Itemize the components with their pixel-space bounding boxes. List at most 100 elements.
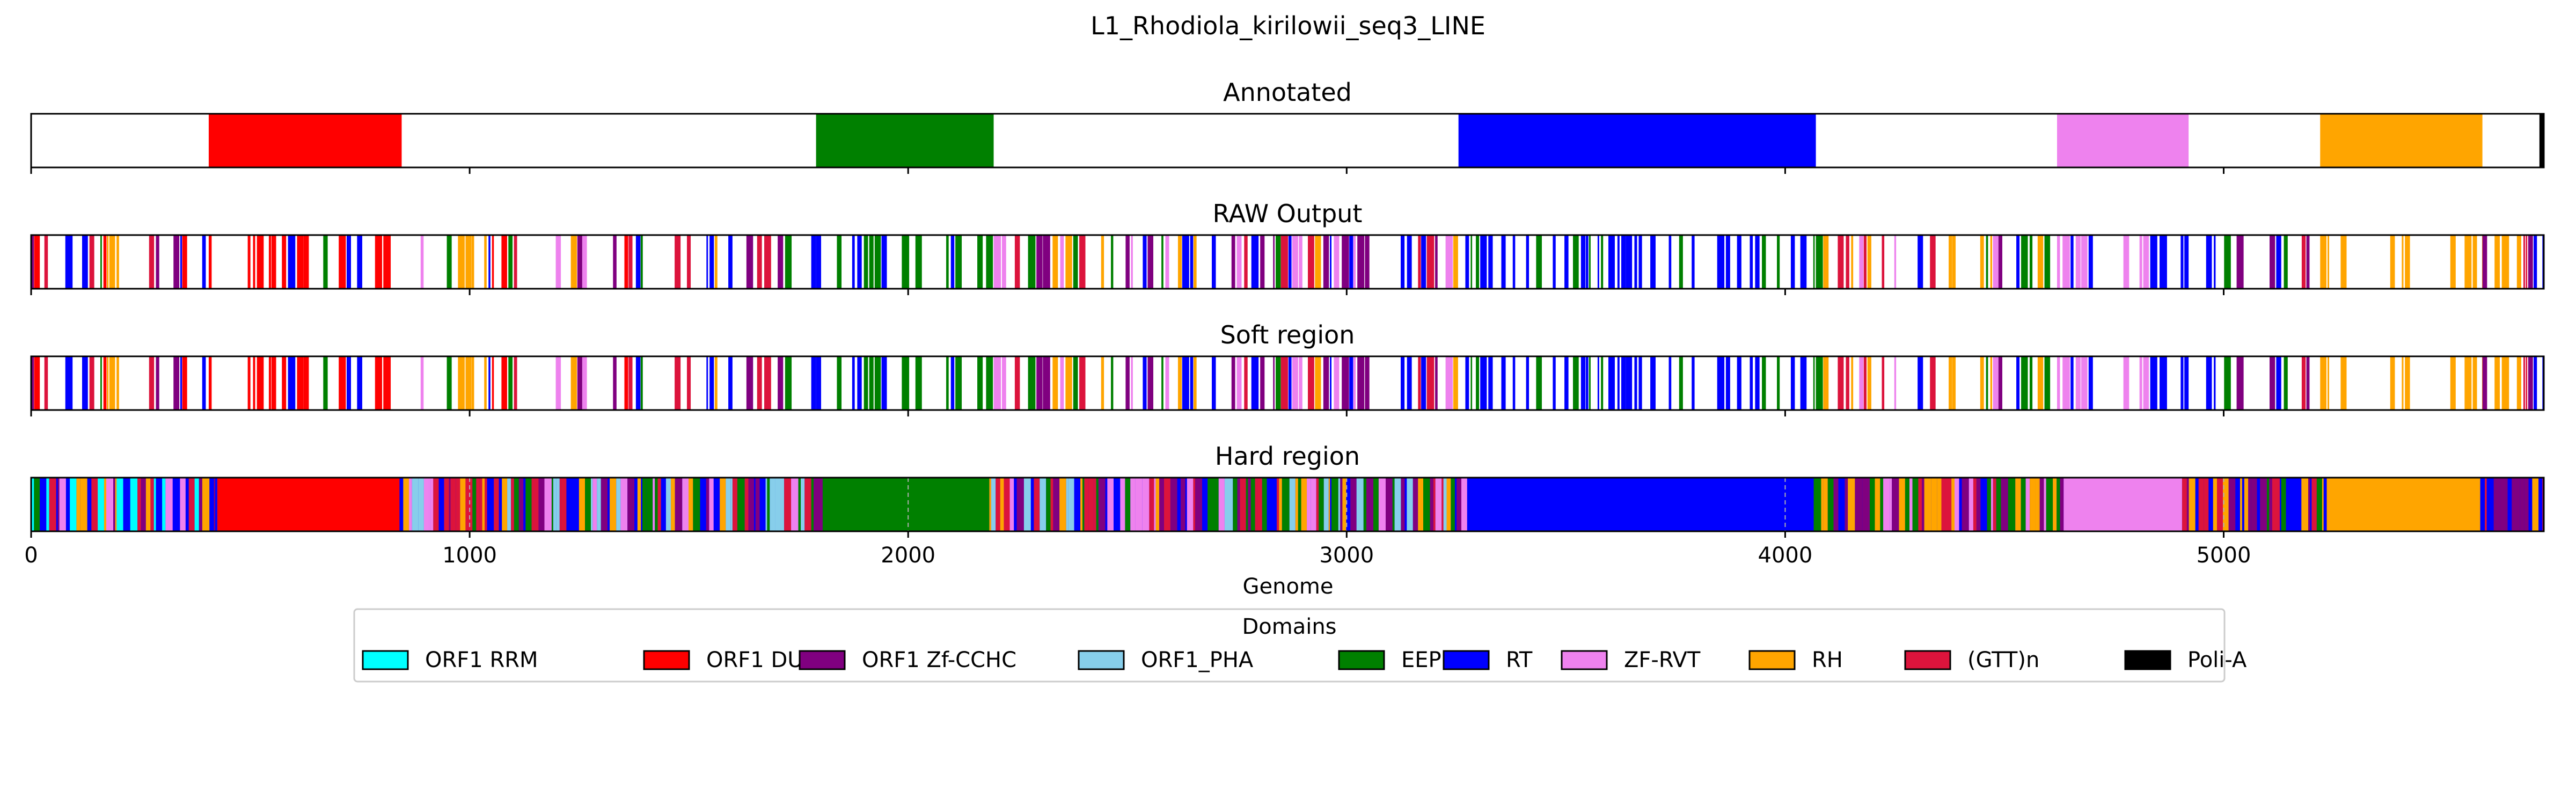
prediction-stripe: [501, 235, 507, 289]
prediction-stripe: [2316, 478, 2322, 531]
prediction-stripe: [450, 478, 456, 531]
prediction-stripe: [145, 478, 151, 531]
prediction-stripe: [487, 478, 494, 531]
prediction-stripe: [1179, 478, 1181, 531]
prediction-stripe: [1334, 235, 1340, 289]
prediction-stripe: [1601, 235, 1604, 289]
prediction-stripe: [748, 478, 755, 531]
prediction-stripe: [2075, 235, 2081, 289]
prediction-stripe: [1349, 356, 1353, 410]
prediction-stripe: [1028, 235, 1036, 289]
prediction-stripe: [268, 356, 271, 410]
prediction-stripe: [714, 356, 718, 410]
prediction-stripe: [458, 235, 465, 289]
prediction-stripe: [1816, 356, 1823, 410]
prediction-stripe: [412, 478, 419, 531]
prediction-stripe: [2482, 235, 2487, 289]
prediction-stripe: [1823, 235, 1829, 289]
prediction-stripe: [1330, 356, 1332, 410]
prediction-stripe: [1859, 235, 1864, 289]
prediction-stripe: [1233, 478, 1238, 531]
prediction-stripe: [339, 235, 346, 289]
prediction-stripe: [816, 235, 822, 289]
legend-swatch: [2124, 650, 2171, 670]
prediction-stripe: [172, 478, 180, 531]
prediction-stripe: [2057, 356, 2060, 410]
prediction-stripe: [214, 478, 216, 531]
prediction-stripe: [1276, 356, 1281, 410]
prediction-stripe: [2390, 356, 2395, 410]
prediction-stripe: [1679, 356, 1683, 410]
x-tick-label: 2000: [881, 543, 935, 568]
domain-segment: [2063, 478, 2182, 531]
prediction-stripe: [1668, 356, 1672, 410]
prediction-stripe: [87, 478, 92, 531]
prediction-stripe: [2204, 478, 2209, 531]
prediction-stripe: [2486, 478, 2494, 531]
prediction-stripe: [1288, 356, 1292, 410]
prediction-stripe: [1973, 478, 1977, 531]
x-axis-label: Genome: [1242, 574, 1333, 599]
prediction-stripe: [1050, 478, 1053, 531]
prediction-stripe: [130, 478, 138, 531]
prediction-stripe: [1082, 478, 1085, 531]
prediction-stripe: [1634, 356, 1637, 410]
prediction-stripe: [2538, 478, 2543, 531]
legend-item: Poli-A: [2124, 648, 2247, 672]
prediction-stripe: [2139, 356, 2142, 410]
prediction-stripe: [271, 356, 276, 410]
prediction-stripe: [2008, 478, 2016, 531]
prediction-stripe: [173, 235, 180, 289]
prediction-stripe: [1036, 356, 1043, 410]
prediction-stripe: [282, 356, 287, 410]
prediction-stripe: [429, 478, 431, 531]
prediction-stripe: [1777, 235, 1780, 289]
prediction-stripe: [49, 478, 56, 531]
prediction-stripe: [737, 478, 745, 531]
prediction-stripe: [754, 478, 756, 531]
prediction-stripe: [1862, 478, 1870, 531]
prediction-stripe: [525, 478, 532, 531]
prediction-stripe: [816, 356, 822, 410]
legend-item: EEP: [1338, 648, 1441, 672]
panel-hard-region: Hard region: [30, 442, 2545, 538]
prediction-stripe: [1096, 478, 1099, 531]
prediction-stripe: [180, 235, 182, 289]
prediction-stripe: [1998, 235, 2003, 289]
prediction-stripe: [375, 235, 383, 289]
prediction-stripe: [2280, 478, 2281, 531]
prediction-stripe: [804, 478, 811, 531]
prediction-stripe: [1161, 356, 1163, 410]
prediction-stripe: [465, 356, 472, 410]
prediction-stripe: [1194, 356, 1197, 410]
prediction-stripe: [1356, 478, 1364, 531]
prediction-stripe: [31, 356, 34, 410]
prediction-stripe: [1737, 356, 1741, 410]
prediction-stripe: [288, 235, 296, 289]
prediction-stripe: [1692, 235, 1695, 289]
prediction-stripe: [785, 235, 792, 289]
prediction-stripe: [1280, 235, 1289, 289]
prediction-stripe: [1512, 235, 1516, 289]
prediction-stripe: [1190, 235, 1194, 289]
prediction-stripe: [257, 235, 264, 289]
prediction-stripe: [869, 235, 874, 289]
prediction-stripe: [1823, 356, 1829, 410]
prediction-stripe: [869, 356, 874, 410]
prediction-stripe: [1931, 478, 1937, 531]
panel-title: Hard region: [1215, 442, 1360, 471]
prediction-stripe: [2021, 356, 2028, 410]
prediction-stripe: [2306, 356, 2310, 410]
prediction-stripe: [1827, 478, 1834, 531]
prediction-stripe: [1401, 356, 1405, 410]
prediction-stripe: [775, 478, 778, 531]
prediction-stripe: [1014, 356, 1020, 410]
prediction-stripe: [1353, 235, 1356, 289]
prediction-stripe: [357, 356, 362, 410]
prediction-stripe: [1990, 356, 1992, 410]
prediction-stripe: [1052, 356, 1058, 410]
prediction-stripe: [1501, 356, 1506, 410]
prediction-stripe: [1679, 235, 1683, 289]
prediction-stripe: [1357, 235, 1365, 289]
prediction-stripe: [65, 478, 70, 531]
